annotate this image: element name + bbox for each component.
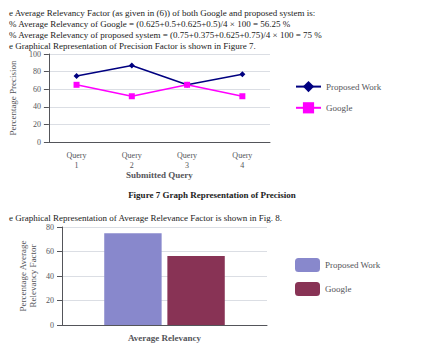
svg-text:Submitted Query: Submitted Query bbox=[126, 170, 193, 180]
svg-text:Google: Google bbox=[326, 103, 353, 113]
svg-text:e Average Relevancy Factor (as: e Average Relevancy Factor (as given in … bbox=[9, 8, 315, 18]
svg-text:e Graphical Representation of: e Graphical Representation of Average Re… bbox=[9, 213, 282, 223]
svg-text:3: 3 bbox=[185, 161, 189, 170]
svg-text:80: 80 bbox=[46, 223, 54, 232]
svg-text:0: 0 bbox=[37, 138, 41, 147]
svg-text:20: 20 bbox=[33, 120, 41, 129]
svg-text:0: 0 bbox=[50, 321, 54, 330]
svg-text:% Average Relevancy of propose: % Average Relevancy of proposed system =… bbox=[9, 30, 322, 40]
svg-text:2: 2 bbox=[130, 161, 134, 170]
svg-text:Query: Query bbox=[67, 151, 87, 160]
svg-text:60: 60 bbox=[33, 85, 41, 94]
svg-text:Relevancy Factor: Relevancy Factor bbox=[28, 244, 38, 307]
svg-text:Proposed Work: Proposed Work bbox=[326, 82, 382, 92]
svg-text:Percentage Precision: Percentage Precision bbox=[8, 60, 18, 136]
svg-text:40: 40 bbox=[46, 272, 54, 281]
svg-text:20: 20 bbox=[46, 296, 54, 305]
svg-text:% Average Relevancy of Google: % Average Relevancy of Google = (0.625+0… bbox=[9, 19, 291, 29]
svg-text:100: 100 bbox=[29, 50, 41, 59]
svg-text:Query: Query bbox=[177, 151, 197, 160]
svg-text:Figure 7 Graph Representation: Figure 7 Graph Representation of Precisi… bbox=[128, 190, 296, 200]
svg-text:4: 4 bbox=[240, 161, 244, 170]
svg-text:Google: Google bbox=[325, 284, 352, 294]
svg-text:60: 60 bbox=[46, 247, 54, 256]
svg-text:Query: Query bbox=[122, 151, 142, 160]
svg-text:80: 80 bbox=[33, 67, 41, 76]
svg-text:1: 1 bbox=[75, 161, 79, 170]
svg-text:40: 40 bbox=[33, 102, 41, 111]
svg-text:Proposed Work: Proposed Work bbox=[325, 260, 381, 270]
svg-text:e Graphical Representation of: e Graphical Representation of Precision … bbox=[9, 41, 256, 51]
svg-text:Percentage Average: Percentage Average bbox=[18, 240, 28, 311]
svg-text:Query: Query bbox=[232, 151, 252, 160]
svg-text:Average Relevancy: Average Relevancy bbox=[128, 333, 202, 343]
